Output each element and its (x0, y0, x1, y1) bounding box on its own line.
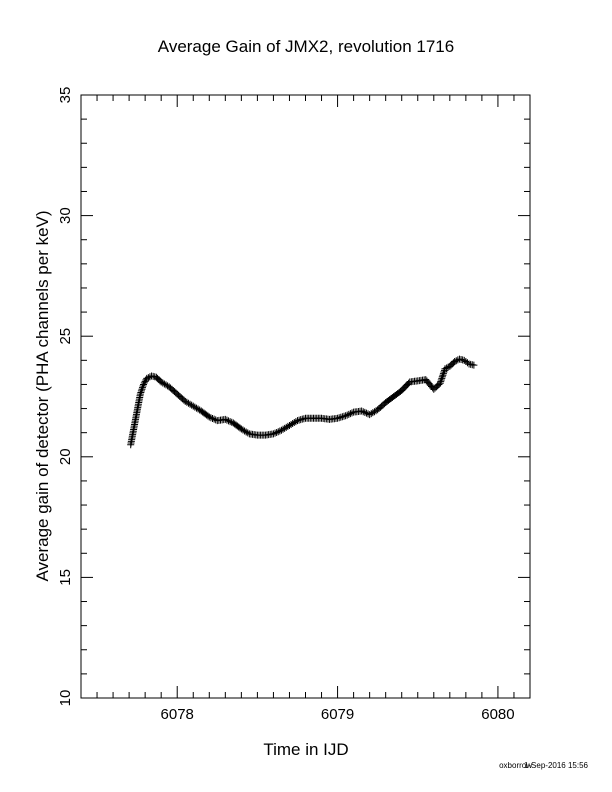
data-point (244, 429, 252, 437)
y-tick-label: 30 (57, 207, 74, 224)
footer-user: oxborrow (499, 761, 532, 770)
data-point (342, 412, 350, 420)
data-point (139, 382, 147, 390)
data-point (136, 390, 144, 398)
data-point (210, 415, 218, 423)
data-point (271, 429, 279, 437)
data-point (439, 370, 447, 378)
data-point (228, 418, 236, 426)
x-tick-label: 6078 (161, 706, 194, 723)
data-point (208, 414, 216, 422)
data-point (140, 379, 148, 387)
x-tick-labels: 6078 6079 6080 (161, 706, 515, 723)
data-point (141, 377, 149, 385)
y-tick-label: 10 (57, 690, 74, 707)
data-point (343, 411, 351, 419)
data-point (437, 378, 445, 386)
data-point (273, 428, 281, 436)
x-tick-label: 6080 (481, 706, 514, 723)
data-point (361, 408, 369, 416)
footer-timestamp: 1-Sep-2016 15:56 (524, 761, 589, 770)
y-tick-labels: 10 15 20 25 30 35 (57, 87, 74, 707)
data-point (359, 408, 367, 416)
data-point (438, 373, 446, 381)
data-point (437, 376, 445, 384)
data-point (274, 428, 282, 436)
data-points (127, 355, 478, 449)
major-ticks (81, 94, 530, 699)
data-point (443, 364, 451, 372)
data-point (137, 387, 145, 395)
data-point (205, 413, 213, 421)
x-axis-label: Time in IJD (263, 740, 348, 759)
data-point (440, 368, 448, 376)
data-point (438, 374, 446, 382)
data-point (225, 417, 233, 425)
plot-frame (80, 94, 531, 699)
data-point (221, 415, 229, 423)
data-point (345, 410, 353, 418)
data-point (441, 365, 449, 373)
data-point (463, 359, 471, 367)
y-tick-label: 25 (57, 328, 74, 345)
data-point (269, 430, 277, 438)
data-point (452, 357, 460, 365)
data-point (144, 374, 152, 382)
data-point (223, 416, 231, 424)
data-point (292, 418, 300, 426)
data-point (204, 412, 212, 420)
y-tick-label: 20 (57, 448, 74, 465)
data-point (207, 414, 215, 422)
data-point (137, 388, 145, 396)
data-point (439, 371, 447, 379)
data-point (140, 380, 148, 388)
data-point (451, 358, 459, 366)
chart-title: Average Gain of JMX2, revolution 1716 (158, 37, 454, 56)
data-point (436, 379, 444, 387)
y-tick-label: 15 (57, 569, 74, 586)
x-tick-label: 6079 (321, 706, 354, 723)
data-point (138, 384, 146, 392)
data-point (470, 361, 478, 369)
data-point (276, 427, 284, 435)
data-point (226, 418, 234, 426)
data-point (358, 407, 366, 415)
minor-ticks (80, 95, 531, 698)
data-point (348, 409, 356, 417)
data-point (346, 410, 354, 418)
y-axis-label: Average gain of detector (PHA channels p… (33, 210, 52, 581)
data-point (143, 374, 151, 382)
y-tick-label: 35 (57, 87, 74, 104)
data-point (138, 385, 146, 393)
